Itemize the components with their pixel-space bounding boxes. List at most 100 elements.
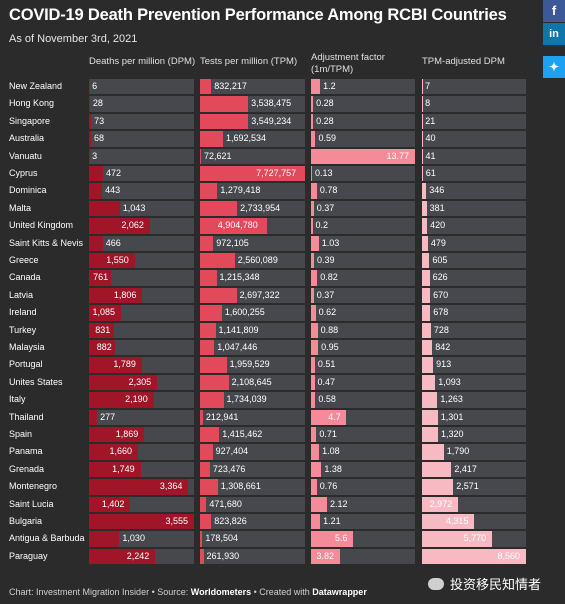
tpm-value: 4,904,780	[217, 220, 258, 231]
adjdpm-cell: 728	[422, 322, 526, 338]
adjdpm-cell: 420	[422, 218, 526, 234]
adjdpm-cell: 40	[422, 131, 526, 147]
dpm-cell: 1,030	[89, 531, 194, 547]
dpm-bar	[89, 548, 156, 565]
tpm-value: 1,047,446	[217, 342, 258, 352]
country-name: Spain	[9, 429, 33, 439]
adj-value: 0.37	[316, 202, 335, 213]
tpm-value: 1,692,534	[225, 133, 267, 144]
tpm-cell: 212,941	[200, 409, 305, 425]
adj-bar	[311, 479, 317, 495]
dpm-value: 466	[105, 237, 121, 248]
dpm-cell: 1,550	[89, 253, 194, 269]
adj-cell: 0.2	[311, 218, 415, 234]
adj-bar	[311, 305, 316, 321]
adj-cell: 2.12	[311, 496, 415, 512]
adjdpm-bar	[422, 183, 427, 199]
adjdpm-cell: 842	[422, 340, 526, 356]
dpm-cell: 277	[89, 409, 194, 425]
adjdpm-cell: 1,320	[422, 427, 526, 443]
chart-footer: Chart: Investment Migration Insider • So…	[9, 587, 367, 597]
tpm-cell: 972,105	[200, 235, 305, 251]
tpm-value: 212,941	[205, 411, 239, 422]
facebook-share-button[interactable]: f	[543, 0, 565, 22]
table-row: Canada 761 1,215,348 0.82 626	[0, 269, 540, 286]
footer-datawrapper-link[interactable]: Datawrapper	[312, 587, 367, 597]
tpm-cell: 3,538,475	[200, 96, 305, 112]
adjdpm-cell: 2,417	[422, 461, 526, 478]
tpm-value: 1,415,462	[222, 429, 263, 439]
tpm-cell: 1,141,809	[200, 322, 305, 338]
tpm-value: 972,105	[216, 237, 249, 248]
linkedin-share-button[interactable]: in	[543, 23, 565, 45]
adj-cell: 0.95	[311, 340, 415, 356]
adjdpm-bar	[422, 514, 475, 530]
table-row: United Kingdom 2,062 4,904,780 0.2 420	[0, 217, 540, 234]
tpm-bar	[200, 392, 224, 408]
country-name: Thailand	[9, 411, 44, 422]
country-name: Hong Kong	[9, 98, 55, 109]
footer-source-link[interactable]: Worldometers	[190, 587, 252, 597]
adjdpm-value: 842	[435, 342, 451, 352]
dpm-bar	[89, 200, 120, 217]
adjdpm-cell: 61	[422, 166, 526, 182]
country-name: Paraguay	[9, 550, 48, 561]
adj-bar	[311, 357, 315, 373]
adj-bar	[311, 427, 317, 443]
dpm-value: 3	[92, 150, 98, 161]
dpm-value: 2,062	[121, 220, 144, 231]
adjdpm-value: 4,315	[445, 516, 469, 526]
adjdpm-bar	[422, 270, 430, 286]
table-row: Ireland 1,085 1,600,255 0.62 678	[0, 304, 540, 321]
dpm-cell: 1,789	[89, 357, 194, 373]
table-row: Unites States 2,305 2,108,645 0.47 1,093	[0, 374, 540, 391]
adj-cell: 0.37	[311, 200, 415, 217]
tpm-value: 2,733,954	[240, 202, 281, 213]
dpm-value: 3,555	[165, 516, 189, 526]
adj-cell: 0.76	[311, 479, 415, 495]
dpm-value: 1,043	[122, 202, 146, 213]
adjdpm-cell: 7	[422, 79, 526, 95]
country-name: Montenegro	[9, 481, 58, 492]
tpm-bar	[200, 531, 203, 547]
adjdpm-bar	[422, 548, 526, 565]
adj-cell: 0.51	[311, 357, 415, 373]
adj-cell: 0.71	[311, 427, 415, 443]
adj-bar	[311, 148, 415, 164]
dpm-value: 1,550	[106, 255, 129, 265]
tpm-value: 3,549,234	[251, 115, 292, 126]
dpm-cell: 28	[89, 96, 194, 112]
dpm-bar	[89, 531, 120, 547]
dpm-value: 1,749	[112, 463, 135, 474]
table-row: Malta 1,043 2,733,954 0.37 381	[0, 200, 540, 217]
adjdpm-value: 61	[425, 168, 436, 178]
dpm-value: 1,030	[122, 533, 145, 544]
dpm-cell: 466	[89, 235, 194, 251]
adj-cell: 0.88	[311, 322, 415, 338]
dpm-value: 1,869	[115, 429, 139, 439]
adjdpm-value: 420	[430, 220, 446, 231]
tpm-bar	[200, 374, 229, 391]
twitter-share-button[interactable]: ✦	[543, 56, 565, 78]
dpm-value: 73	[94, 115, 105, 126]
adj-value: 1.21	[323, 516, 341, 526]
adj-cell: 3.82	[311, 548, 415, 565]
tpm-bar	[200, 79, 212, 95]
country-name: Cyprus	[9, 168, 38, 178]
tpm-value: 2,560,089	[237, 255, 278, 265]
tpm-cell: 832,217	[200, 79, 305, 95]
adjdpm-cell: 381	[422, 200, 526, 217]
tpm-bar	[200, 270, 217, 286]
adj-value: 0.39	[316, 255, 335, 265]
tpm-cell: 2,733,954	[200, 200, 305, 217]
tpm-bar	[200, 235, 214, 251]
tpm-value: 1,959,529	[229, 359, 270, 370]
table-row: Saint Kitts & Nevis 466 972,105 1.03 479	[0, 235, 540, 252]
dpm-bar	[89, 427, 145, 443]
dpm-bar	[89, 461, 141, 478]
dpm-bar	[89, 131, 91, 147]
adj-bar	[311, 235, 319, 251]
chart-subtitle: As of November 3rd, 2021	[9, 33, 138, 45]
adjdpm-bar	[422, 200, 427, 217]
footer-chart-prefix: Chart:	[9, 587, 37, 597]
